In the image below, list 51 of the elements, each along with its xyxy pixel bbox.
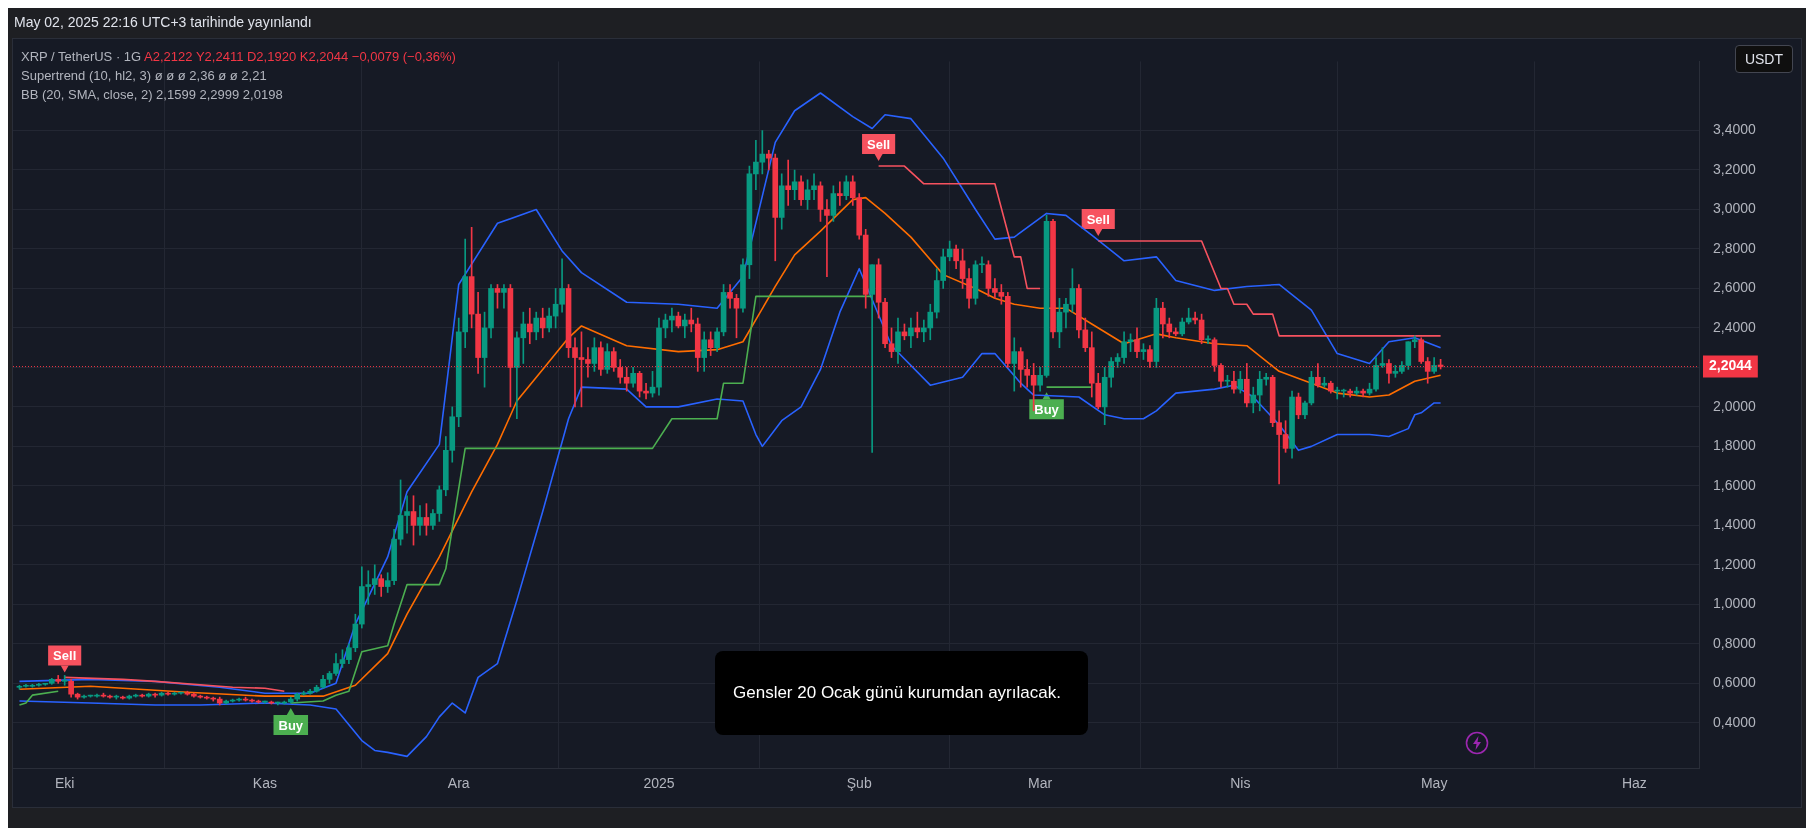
y-tick-label: 3,0000 — [1713, 200, 1757, 217]
y-tick-label: 2,8000 — [1713, 239, 1757, 256]
y-tick-label: 1,4000 — [1713, 516, 1757, 533]
y-tick-label: 2,0000 — [1713, 397, 1757, 414]
annotation: Sell — [867, 136, 891, 152]
candlestick — [869, 264, 875, 453]
text: May 02, 2025 22:16 UTC+3 tarihinde yayınlandı — [14, 14, 312, 30]
y-axis-title: USDT — [1734, 45, 1793, 73]
x-tick-label: 2025 — [643, 775, 675, 792]
candlestick — [688, 307, 695, 333]
y-tick-label: 0,8000 — [1713, 634, 1757, 651]
y-tick-label: 2,6000 — [1713, 279, 1757, 296]
x-tick-label: Mar — [1028, 775, 1053, 792]
y-tick-label: 1,8000 — [1713, 437, 1757, 454]
x-tick-label: Eki — [54, 775, 75, 792]
annotation: Buy — [278, 717, 304, 733]
annotation: Supertrend (10, hl2, 3) ø ø ø 2,36 ø ø 2,21 — [21, 67, 268, 85]
callout-box: Gensler 20 Ocak günü kurumdan ayrılacak. — [715, 651, 1088, 735]
candlestick — [501, 284, 507, 309]
x-tick-label: Nis — [1230, 775, 1251, 792]
x-tick-label: Şub — [846, 775, 872, 792]
y-tick-label: 1,0000 — [1713, 595, 1757, 612]
candlestick — [669, 307, 675, 333]
annotation: Buy — [1034, 401, 1060, 417]
y-tick-label: 3,4000 — [1713, 121, 1757, 138]
candlestick — [61, 675, 68, 686]
y-tick-label: 1,6000 — [1713, 476, 1757, 493]
candlestick — [526, 307, 533, 345]
candlestick — [921, 319, 927, 343]
x-tick-label: Kas — [252, 775, 277, 792]
x-tick-label: Ara — [447, 775, 470, 792]
ref-line-label: 2,2044 — [1709, 357, 1753, 374]
y-tick-label: 3,2000 — [1713, 160, 1757, 177]
y-tick-label: 1,2000 — [1713, 555, 1757, 572]
candlestick — [785, 159, 791, 206]
chart-title: XRP / TetherUS · 1G — [21, 49, 142, 64]
annotation: Sell — [1086, 211, 1110, 227]
candlestick — [753, 140, 759, 191]
x-tick-label: Haz — [1621, 775, 1647, 792]
candlestick — [837, 181, 843, 206]
y-tick-label: 0,4000 — [1713, 713, 1757, 730]
candlestick — [765, 149, 772, 171]
candlestick — [681, 313, 688, 339]
y-tick-label: 0,6000 — [1713, 674, 1757, 691]
candlestick — [1205, 335, 1211, 345]
annotation: A2,2122 Y2,2411 D2,1920 K2,2044 −0,0079 (−0,36%) — [144, 49, 456, 64]
annotation: Sell — [53, 647, 77, 663]
y-tick-label: 2,4000 — [1713, 318, 1757, 335]
annotation: BB (20, SMA, close, 2) 2,1599 2,2999 2,0198 — [21, 86, 284, 104]
x-tick-label: May — [1420, 775, 1448, 792]
candlestick — [1011, 337, 1018, 392]
